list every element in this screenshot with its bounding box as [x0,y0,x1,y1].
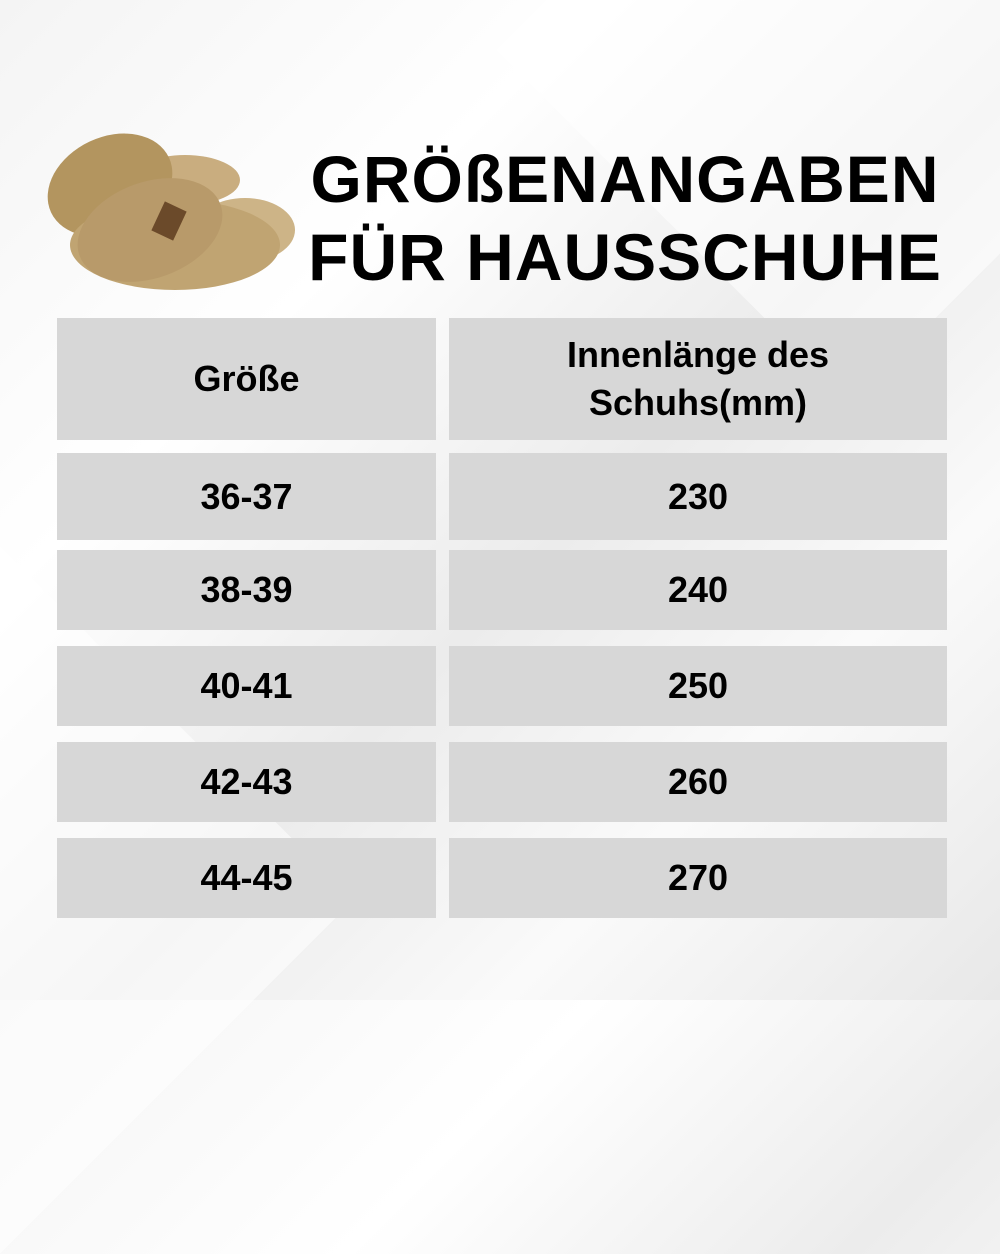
slipper-image [47,133,295,290]
cell-length: 270 [449,838,947,918]
cell-size: 36-37 [57,453,436,540]
cell-size: 38-39 [57,550,436,630]
cell-length: 230 [449,453,947,540]
title-line-2: FÜR HAUSSCHUHE [308,220,942,294]
title-line-1: GRÖßENANGABEN [310,142,940,216]
cell-length: 240 [449,550,947,630]
cell-length: 260 [449,742,947,822]
cell-length: 250 [449,646,947,726]
header-size: Größe [57,318,436,440]
page-title: GRÖßENANGABEN FÜR HAUSSCHUHE [300,140,950,296]
cell-size: 42-43 [57,742,436,822]
cell-size: 44-45 [57,838,436,918]
header-inner-length: Innenlänge des Schuhs(mm) [449,318,947,440]
cell-size: 40-41 [57,646,436,726]
